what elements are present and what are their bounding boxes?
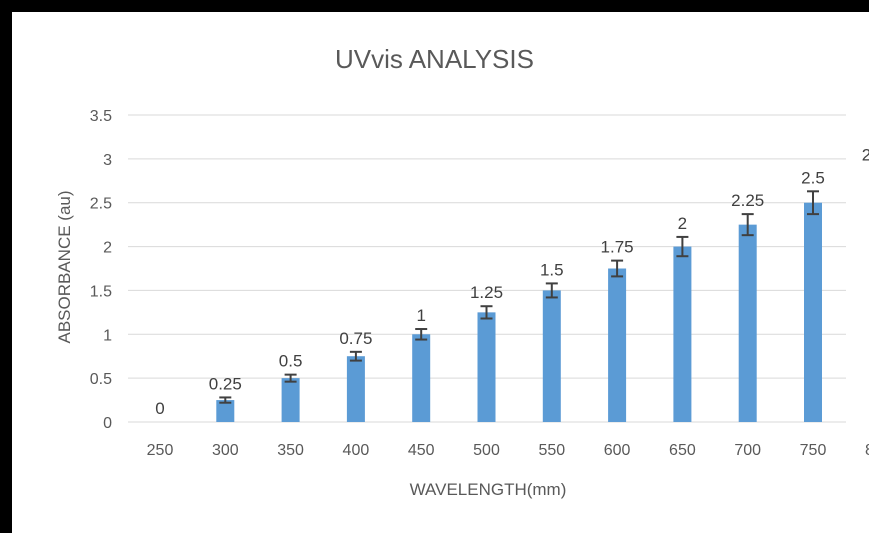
y-tick-label: 2.5	[90, 196, 112, 213]
y-tick-label: 0.5	[90, 371, 112, 388]
x-tick-label: 450	[408, 442, 435, 459]
bar	[608, 268, 627, 422]
y-axis-ticks: 0 0.5 1 1.5 2 2.5 3 3.5	[90, 108, 112, 432]
data-label: 2	[678, 214, 687, 233]
x-tick-label: 800	[865, 442, 869, 459]
x-tick-label: 500	[473, 442, 500, 459]
data-label: 2.25	[731, 191, 764, 210]
x-tick-label: 400	[343, 442, 370, 459]
bar	[281, 378, 300, 422]
y-tick-label: 1	[103, 327, 112, 344]
data-label: 0.5	[279, 352, 303, 371]
bar	[673, 246, 692, 422]
x-tick-label: 600	[604, 442, 631, 459]
error-bar	[807, 190, 819, 216]
x-tick-label: 300	[212, 442, 239, 459]
bar	[346, 356, 365, 422]
error-bar	[480, 305, 493, 320]
data-label: 1.5	[540, 260, 564, 279]
data-label: 0.75	[339, 329, 372, 348]
y-tick-label: 3	[103, 152, 112, 169]
error-bar	[349, 350, 362, 362]
y-axis-title: ABSORBANCE (au)	[55, 190, 74, 343]
error-bar	[545, 282, 558, 299]
x-tick-label: 650	[669, 442, 696, 459]
data-label: 1	[416, 306, 425, 325]
x-tick-label: 250	[147, 442, 174, 459]
bar	[804, 202, 822, 422]
data-label: 2.5	[801, 168, 825, 187]
data-label: 1.75	[601, 238, 634, 257]
bars	[216, 202, 822, 422]
y-tick-label: 0	[103, 415, 112, 432]
bar	[542, 290, 561, 422]
error-bar	[611, 259, 624, 278]
data-label: 0.25	[209, 374, 242, 393]
x-axis-ticks: 250 300 350 400 450 500 550 600 650 700 750 800	[147, 442, 869, 459]
x-tick-label: 550	[538, 442, 565, 459]
bar	[738, 224, 757, 422]
data-label: 1.25	[470, 283, 503, 302]
data-label: 2.75	[862, 146, 869, 165]
error-bar	[415, 328, 428, 341]
error-bar	[676, 235, 689, 258]
data-labels: 0 0.25 0.5 0.75 1 1.25 1.5 1.75 2 2.25 2.5 2.75	[155, 146, 869, 418]
bar	[412, 334, 431, 422]
error-bar	[219, 396, 232, 404]
chart-title: UVvis ANALYSIS	[335, 44, 534, 74]
gridlines	[128, 114, 846, 423]
error-bar	[284, 373, 297, 383]
x-tick-label: 750	[800, 442, 827, 459]
error-bar	[741, 213, 754, 237]
bar	[477, 312, 496, 422]
error-bars	[219, 190, 819, 404]
x-tick-label: 350	[277, 442, 304, 459]
data-label: 0	[155, 399, 164, 418]
y-tick-label: 2	[103, 240, 112, 257]
bar	[216, 400, 235, 422]
x-axis-title: WAVELENGTH(mm)	[410, 480, 567, 499]
y-tick-label: 1.5	[90, 283, 112, 300]
y-tick-label: 3.5	[90, 108, 112, 125]
x-tick-label: 700	[734, 442, 761, 459]
